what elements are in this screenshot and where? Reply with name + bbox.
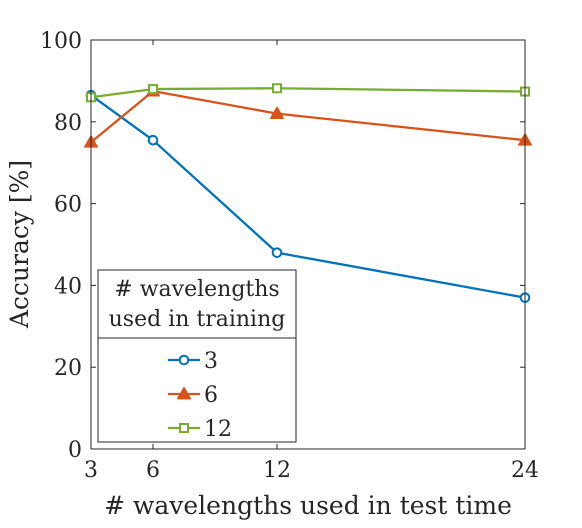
legend-label-3: 3	[204, 349, 218, 374]
legend-title-line-2: used in training	[109, 307, 286, 332]
data-point-3-12	[271, 247, 283, 258]
legend-label-12: 12	[204, 417, 232, 442]
y-tick-label-100: 100	[40, 29, 82, 54]
y-tick-label-60: 60	[54, 193, 82, 218]
legend-title-line-1: # wavelengths	[114, 277, 279, 302]
x-tick-label-6: 6	[146, 458, 160, 483]
data-point-6-12	[270, 106, 284, 120]
y-tick-label-0: 0	[68, 438, 82, 463]
x-tick-label-3: 3	[84, 458, 98, 483]
axes-box	[90, 39, 526, 450]
y-tick-label-80: 80	[54, 111, 82, 136]
series-line-12	[90, 87, 526, 99]
legend: # wavelengths used in training 3 6 12	[97, 269, 297, 443]
y-tick-label-20: 20	[54, 356, 82, 381]
data-point-3-6	[147, 134, 159, 146]
x-tick-label-24: 24	[511, 458, 539, 483]
data-point-12-6	[148, 84, 158, 95]
legend-marker-6	[177, 387, 191, 400]
legend-marker-3	[178, 354, 190, 366]
axes-layer	[90, 39, 526, 450]
ticks-layer: 3 6 12 24 0 20 40 60 80 100	[40, 29, 539, 483]
x-axis-label: # wavelengths used in test time	[104, 491, 512, 520]
y-tick-label-40: 40	[54, 274, 82, 299]
legend-box	[97, 269, 297, 443]
x-tick-label-12: 12	[263, 458, 291, 483]
legend-label-6: 6	[204, 383, 218, 408]
data-point-12-12	[272, 83, 282, 94]
y-axis-label: Accuracy [%]	[5, 160, 34, 329]
series-line-6	[90, 89, 526, 144]
legend-marker-12	[179, 423, 189, 433]
